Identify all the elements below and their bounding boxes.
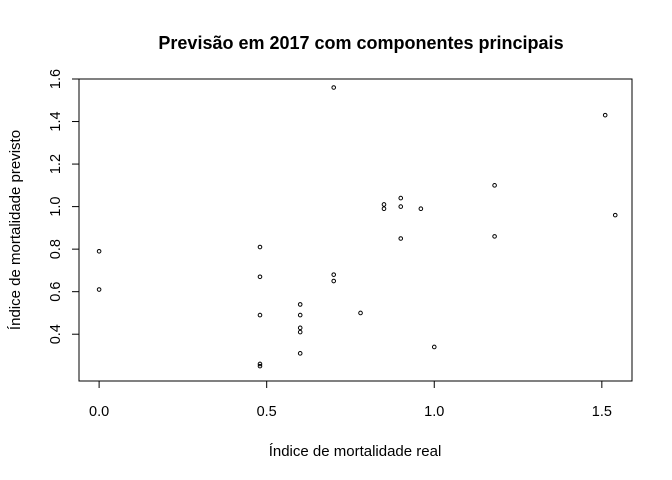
data-point [612, 212, 618, 218]
data-point [96, 287, 102, 292]
y-tick-label: 1.6 [48, 69, 64, 89]
y-axis: 0.4 0.6 0.8 1.0 1.2 1.4 1.6 [48, 69, 80, 344]
data-point [257, 274, 263, 280]
data-point [257, 361, 263, 367]
data-point [297, 329, 303, 335]
data-point [297, 351, 303, 356]
x-tick-label: 1.5 [592, 404, 612, 420]
y-tick-label: 1.0 [48, 197, 64, 217]
x-axis: 0.0 0.5 1.0 1.5 [89, 380, 612, 420]
data-point [398, 236, 404, 241]
data-point [358, 310, 363, 316]
x-tick-label: 0.5 [257, 404, 277, 420]
data-point [297, 325, 303, 331]
x-tick-label: 0.0 [89, 404, 109, 420]
data-point [297, 312, 303, 318]
data-point [431, 344, 437, 350]
data-point [492, 183, 497, 188]
y-tick-label: 0.8 [48, 239, 64, 259]
data-point [257, 312, 263, 318]
plot-area-frame [78, 78, 633, 382]
data-point [331, 272, 337, 277]
data-point [297, 302, 303, 307]
data-point [398, 204, 404, 209]
y-tick-label: 0.6 [48, 282, 64, 302]
data-point [381, 202, 387, 207]
data-points [96, 85, 618, 369]
data-point [381, 206, 387, 212]
data-point [492, 234, 497, 239]
data-point [331, 85, 337, 90]
data-point [602, 112, 608, 118]
data-point [418, 206, 424, 212]
y-axis-label: Índice de mortalidade previsto [7, 130, 24, 330]
data-point [257, 363, 263, 369]
chart-title: Previsão em 2017 com componentes princip… [158, 33, 563, 53]
data-point [331, 278, 337, 284]
y-tick-label: 0.4 [48, 324, 64, 344]
data-point [257, 244, 263, 250]
y-tick-label: 1.2 [48, 154, 64, 174]
data-point [398, 195, 404, 201]
data-point [96, 248, 102, 254]
x-axis-label: Índice de mortalidade real [269, 443, 442, 460]
y-tick-label: 1.4 [48, 111, 64, 131]
x-tick-label: 1.0 [424, 404, 444, 420]
